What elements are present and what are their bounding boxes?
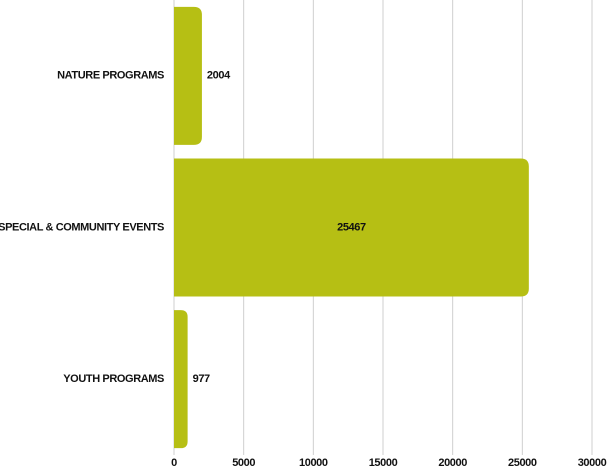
bar xyxy=(174,6,202,145)
bar xyxy=(174,310,188,449)
y-tick-label: YOUTH PROGRAMS xyxy=(63,373,164,385)
y-tick-label: SPECIAL & COMMUNITY EVENTS xyxy=(0,221,164,233)
value-label: 977 xyxy=(193,373,210,385)
x-tick-label: 20000 xyxy=(438,457,467,469)
y-tick-label: NATURE PROGRAMS xyxy=(57,70,164,82)
x-tick-label: 5000 xyxy=(232,457,255,469)
bar xyxy=(174,158,529,297)
x-tick-label: 25000 xyxy=(508,457,537,469)
x-tick-label: 30000 xyxy=(578,457,607,469)
x-tick-label: 15000 xyxy=(369,457,398,469)
x-tick-label: 10000 xyxy=(299,457,328,469)
x-tick-label: 0 xyxy=(171,457,177,469)
value-label: 2004 xyxy=(207,70,231,82)
value-label: 25467 xyxy=(337,221,366,233)
